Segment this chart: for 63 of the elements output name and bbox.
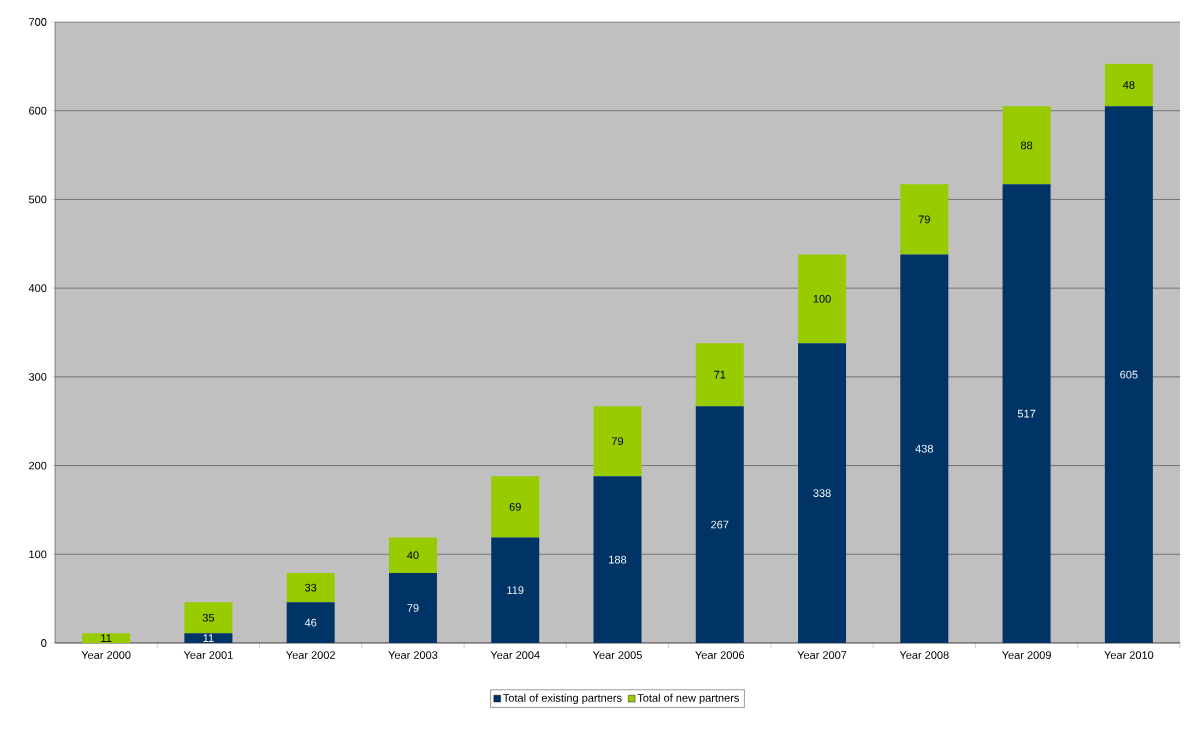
x-tick-label: Year 2004 <box>490 651 540 659</box>
data-label: 100 <box>813 294 831 303</box>
data-label: 33 <box>304 583 317 592</box>
x-tick-label: Year 2005 <box>592 651 642 659</box>
data-label: 46 <box>304 618 317 627</box>
data-label: 69 <box>509 502 521 511</box>
bar <box>388 537 437 573</box>
legend-label: Total of new partners <box>637 693 739 705</box>
bar <box>184 633 233 643</box>
x-tick-label: Year 2002 <box>286 651 335 659</box>
data-label: 338 <box>813 489 831 497</box>
data-label: 79 <box>918 215 930 224</box>
bar <box>1104 63 1153 107</box>
bar <box>593 406 642 477</box>
data-label: 438 <box>915 444 934 453</box>
bar <box>1002 184 1051 643</box>
data-label: 48 <box>1123 81 1135 89</box>
data-label: 11 <box>101 634 112 642</box>
data-label: 71 <box>714 370 726 379</box>
data-label: 188 <box>609 555 627 564</box>
data-label: 88 <box>1020 141 1033 150</box>
y-tick-label: 700 <box>29 18 47 26</box>
data-label: 40 <box>407 551 419 560</box>
y-tick-label: 400 <box>28 284 47 293</box>
bar <box>695 406 744 643</box>
x-tick-label: Year 2010 <box>1104 651 1154 659</box>
bar <box>286 572 335 603</box>
legend-label: Total of existing partners <box>503 693 622 705</box>
y-tick-label: 500 <box>28 195 47 204</box>
bar <box>1002 106 1051 185</box>
x-tick-label: Year 2007 <box>797 651 847 659</box>
y-tick-label: 200 <box>29 461 47 470</box>
x-tick-label: Year 2006 <box>695 651 745 659</box>
bar <box>388 572 437 643</box>
x-tick-label: Year 2001 <box>183 651 233 659</box>
bar <box>798 254 847 344</box>
bar <box>82 633 131 643</box>
bar <box>1104 106 1153 643</box>
bar <box>491 537 540 643</box>
x-tick-label: Year 2000 <box>81 651 131 659</box>
x-tick-label: Year 2008 <box>899 651 949 659</box>
bar <box>900 254 949 643</box>
y-tick-label: 300 <box>28 372 47 381</box>
data-label: 11 <box>203 634 214 642</box>
y-tick-label: 100 <box>29 550 47 559</box>
data-label: 119 <box>507 586 524 595</box>
bar <box>184 602 233 634</box>
bar <box>695 343 744 407</box>
bar <box>798 343 847 643</box>
x-tick-label: Year 2009 <box>1001 651 1051 659</box>
data-label: 79 <box>407 604 419 612</box>
data-label: 605 <box>1120 370 1138 379</box>
bar <box>286 602 335 643</box>
bar <box>900 184 949 255</box>
data-label: 267 <box>711 520 729 529</box>
bar <box>593 476 642 643</box>
x-tick-label: Year 2003 <box>388 651 438 659</box>
data-label: 517 <box>1017 409 1036 418</box>
y-tick-label: 600 <box>29 106 47 115</box>
bar <box>491 476 540 538</box>
y-tick-label: 0 <box>41 639 47 647</box>
data-label: 79 <box>611 437 624 446</box>
data-label: 35 <box>202 613 215 622</box>
